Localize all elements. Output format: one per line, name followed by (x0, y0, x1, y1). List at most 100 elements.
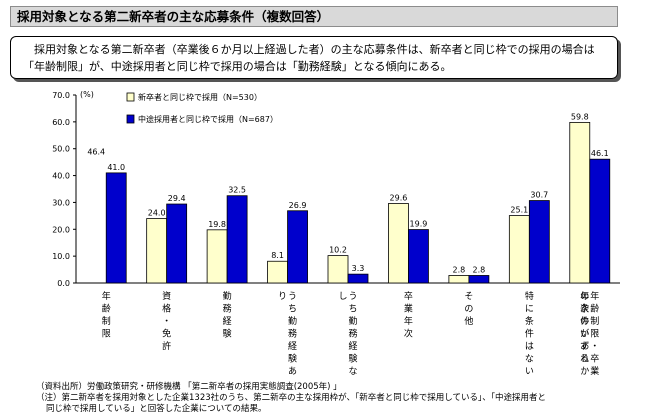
bar-label-s1: 29.6 (390, 194, 408, 203)
category-label-char: ず (580, 341, 589, 352)
bar-label-s1: 24.0 (148, 209, 166, 218)
bar-label-s1: 46.4 (87, 147, 105, 156)
category-label-char: の (580, 292, 589, 302)
source-line: （資料出所）労働政策研究・研修機構 「第二新卒者の採用実態調査(2005年) 」 (36, 382, 342, 392)
y-tick-label: 60.0 (52, 118, 70, 127)
category-label-char: が (580, 328, 589, 340)
bar-s1 (569, 121, 591, 284)
category-label-char: れ (580, 354, 589, 365)
category-label-char: 務 (223, 303, 232, 315)
bar-label-s2: 30.7 (530, 191, 548, 200)
chart-title: 採用対象となる第二新卒者の主な応募条件（複数回答） (10, 6, 618, 27)
category-label-char: 他 (464, 315, 473, 327)
category-label-char: 験 (288, 353, 297, 365)
bar-s1 (388, 203, 409, 284)
category-label-char: 条 (580, 303, 589, 315)
bar-label-s1: 59.8 (571, 112, 589, 121)
category-label-char: う (348, 291, 357, 302)
y-tick-label: 30.0 (52, 198, 70, 207)
category-label-char: 験 (348, 353, 357, 365)
bar-label-s1: 10.2 (329, 246, 347, 255)
summary-text: 採用対象となる第二新卒者（卒業後６か月以上経過した者）の主な応募条件は、新卒者と… (10, 36, 618, 79)
bar-s1 (448, 275, 470, 284)
category-label-char: 特 (525, 290, 534, 302)
category-label-char: 年 (102, 290, 111, 302)
category-label-char: に (525, 304, 534, 315)
category-label-char: 業 (590, 365, 599, 377)
category-label-char: 制 (102, 315, 111, 327)
bar-s2 (287, 210, 308, 284)
bar-label-s2: 3.3 (352, 264, 365, 273)
note-line-1: （注）第二新卒者を採用対象とした企業1323社のうち、第二新卒の主な採用枠が、「… (36, 393, 546, 403)
category-label-char: 年 (404, 315, 413, 327)
note-line-2: 同じ枠で採用している」と回答した企業についての結果。 (46, 404, 267, 414)
category-label-char: な (348, 366, 357, 377)
bar-label-s2: 41.0 (107, 163, 125, 172)
category-label-char: そ (464, 291, 473, 302)
bar-s2 (347, 273, 369, 284)
category-label-char: 験 (223, 328, 232, 340)
legend-label-2: 中途採用者と同じ枠で採用（N=687） (138, 114, 278, 124)
category-label-char: ・ (590, 342, 599, 352)
y-tick-label: 40.0 (52, 172, 70, 181)
bar-s2 (166, 203, 188, 284)
category-label-char: 許 (162, 340, 171, 352)
category-label-char: 勤 (223, 290, 232, 302)
category-label-char: の (580, 317, 589, 327)
legend-swatch-2 (126, 114, 135, 124)
bar-s1 (206, 229, 228, 284)
bar-s2 (105, 172, 127, 284)
bar-s1 (327, 255, 349, 284)
bar-label-s1: 2.8 (453, 265, 466, 274)
bar-label-s1: 19.8 (208, 220, 226, 229)
category-label-char: 制 (590, 315, 599, 327)
bar-label-s2: 29.4 (168, 194, 186, 203)
category-label-char: あ (580, 341, 589, 352)
bar-label-s2: 46.1 (591, 149, 609, 158)
category-label-char: 齢 (102, 303, 111, 315)
category-label-char: 格 (162, 303, 171, 315)
bar-label-s2: 26.9 (289, 201, 307, 210)
category-label-char: 条 (525, 315, 534, 327)
category-label-char: ち (348, 304, 357, 315)
y-tick-label: 0.0 (57, 279, 70, 288)
bar-label-s2: 32.5 (228, 186, 246, 195)
category-label-char: 件 (525, 328, 534, 340)
y-unit-label: (%) (80, 90, 94, 99)
legend-label-1: 新卒者と同じ枠で採用（N=530） (138, 92, 262, 102)
bar-s1 (146, 218, 168, 284)
category-label-char: な (525, 354, 534, 365)
category-label-char: 勤 (288, 315, 297, 327)
bar-s1 (508, 215, 530, 284)
bar-s2 (408, 229, 429, 284)
category-label-char: 務 (348, 328, 357, 340)
category-label-char: 次 (580, 303, 589, 315)
category-label-char: 限 (590, 329, 599, 340)
category-label-char: う (288, 291, 297, 302)
category-label-char: 卒 (404, 290, 413, 302)
category-label-char: し (338, 291, 347, 302)
bar-label-s1: 25.1 (510, 206, 528, 215)
category-label-char: 資 (162, 290, 171, 302)
bar-chart: 70.0 60.0 50.0 40.0 30.0 20.0 10.0 0.0 (%) 新卒者と同じ… (52, 90, 620, 377)
category-label-char: い (580, 330, 589, 340)
y-tick-label: 10.0 (52, 252, 70, 261)
bar-s2 (468, 275, 490, 284)
bar-s2 (589, 158, 611, 284)
category-label-char: 業 (404, 303, 413, 315)
category-label-char: 経 (348, 340, 357, 352)
bar-s1 (267, 260, 288, 284)
category-label-char: 年 (580, 290, 589, 302)
bar-s2 (528, 200, 550, 284)
category-label-char: 件 (580, 315, 589, 327)
category-label-char: は (525, 341, 534, 352)
y-tick-label: 50.0 (52, 145, 70, 154)
y-tick-label: 20.0 (52, 225, 70, 234)
category-label-char: 年 (590, 290, 599, 302)
legend-swatch-1 (126, 92, 135, 102)
category-label-char: 齢 (590, 303, 599, 315)
category-label-char: 免 (162, 328, 171, 340)
bar-label-s2: 19.9 (410, 220, 428, 229)
category-label-char: の (464, 305, 473, 315)
source-notes: （資料出所）労働政策研究・研修機構 「第二新卒者の採用実態調査(2005年) 」… (36, 382, 636, 415)
